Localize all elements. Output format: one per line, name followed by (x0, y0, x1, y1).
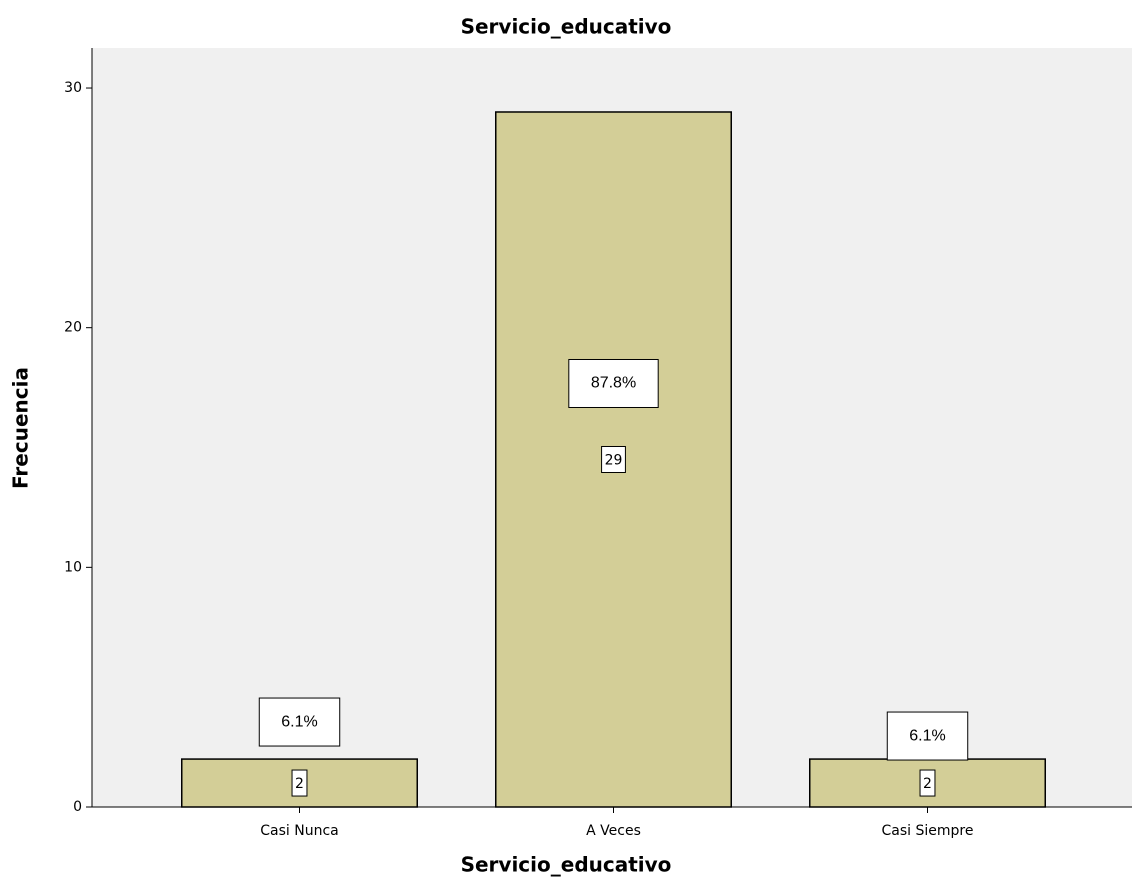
count-label: 2 (295, 776, 304, 792)
y-axis-title: Frecuencia (9, 367, 33, 489)
count-label-box (919, 769, 936, 797)
percent-label: 6.1% (909, 727, 945, 744)
x-tick-label: Casi Nunca (260, 823, 338, 839)
x-tick-label: A Veces (586, 823, 641, 839)
bar (495, 111, 732, 808)
x-axis-title: Servicio_educativo (461, 853, 672, 877)
count-label: 29 (605, 452, 623, 468)
count-label-box (601, 445, 626, 473)
percent-label-box (258, 697, 341, 747)
count-label: 2 (923, 776, 932, 792)
percent-label: 87.8% (591, 375, 636, 392)
y-tick-label: 20 (64, 320, 82, 336)
y-tick-label: 10 (64, 559, 82, 575)
y-tick-label: 0 (73, 799, 82, 815)
percent-label: 6.1% (281, 713, 317, 730)
percent-label-box (568, 358, 659, 408)
chart-title: Servicio_educativo (461, 15, 672, 39)
count-label-box (291, 769, 308, 797)
x-tick-label: Casi Siempre (882, 823, 974, 839)
percent-label-box (886, 711, 969, 761)
y-tick-label: 30 (64, 80, 82, 96)
